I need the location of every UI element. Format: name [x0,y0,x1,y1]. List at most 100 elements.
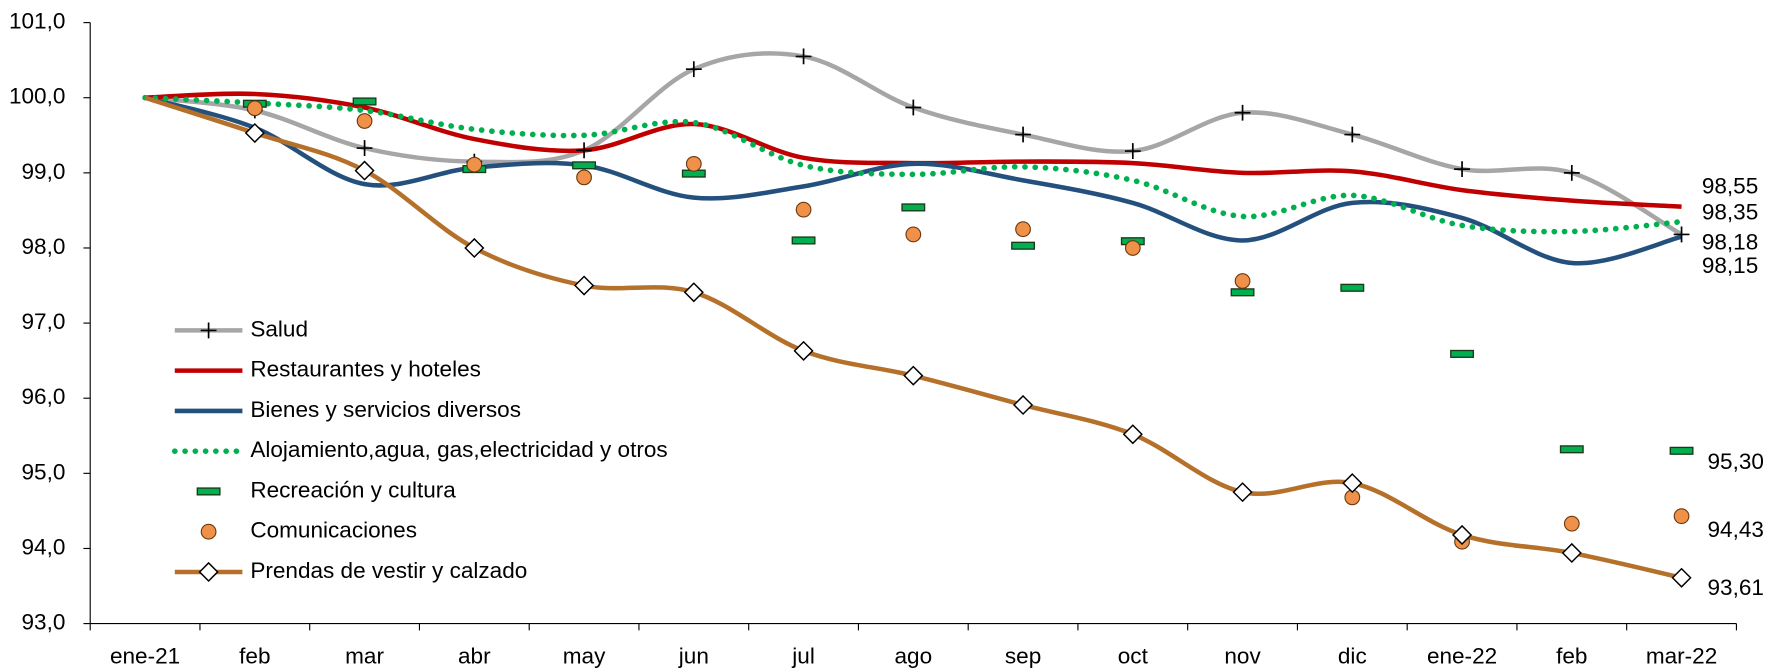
value-label: 95,30 [1707,449,1763,474]
y-tick-label: 99,0 [22,159,66,184]
marker [683,282,704,303]
x-tick-label: jun [678,643,709,668]
marker [901,203,926,212]
marker [905,99,922,116]
legend-item: Prendas de vestir y calzado [174,558,527,583]
legend-label: Alojamiento,agua, gas,electricidad y otr… [250,437,667,462]
value-label: 93,61 [1707,575,1763,600]
marker [685,61,702,78]
marker [1454,161,1470,177]
marker [791,236,816,245]
series-line [144,95,1683,580]
marker [1011,241,1036,250]
marker [1230,288,1255,297]
y-tick-label: 101,0 [9,9,65,34]
y-tick-label: 95,0 [22,459,66,484]
legend-item: Alojamiento,agua, gas,electricidad y otr… [171,437,668,462]
marker [200,322,217,339]
marker [1561,542,1582,564]
value-label: 94,43 [1707,517,1763,542]
legend-label: Comunicaciones [250,518,417,543]
x-tick-label: jul [791,643,815,668]
legend-label: Prendas de vestir y calzado [250,558,527,583]
legend-item: Salud [174,316,308,341]
legend-item: Comunicaciones [200,518,417,543]
marker [576,169,592,186]
value-label: 98,15 [1702,253,1758,278]
legend-item: Bienes y servicios diversos [174,397,521,422]
marker [246,100,263,117]
series-line [144,95,1683,266]
marker [1450,349,1475,358]
marker [466,156,483,173]
y-tick-label: 97,0 [22,309,66,334]
marker [1124,240,1141,256]
marker [356,140,373,156]
marker [464,237,485,259]
y-tick-label: 98,0 [22,234,66,259]
marker [1013,394,1034,416]
marker [572,161,597,170]
marker [903,365,924,386]
marker [1559,445,1584,454]
marker [1563,164,1580,181]
x-tick-label: ene-21 [110,643,180,668]
legend-item: Recreación y cultura [196,477,456,502]
marker [354,160,375,181]
marker [1124,143,1141,159]
marker [244,122,265,144]
marker [793,340,814,361]
x-tick-label: feb [239,643,270,668]
marker [574,275,595,296]
marker [1563,515,1580,532]
x-tick-label: mar-22 [1646,643,1717,668]
y-tick-label: 93,0 [22,610,66,635]
marker [576,142,592,159]
y-tick-label: 100,0 [9,84,65,109]
marker [1452,524,1473,546]
x-tick-label: sep [1005,643,1041,668]
legend-label: Salud [250,316,308,341]
marker [795,201,812,218]
x-tick-label: nov [1224,643,1261,668]
x-tick-label: mar [345,643,384,668]
x-tick-label: feb [1556,643,1587,668]
value-label: 98,18 [1702,229,1758,254]
marker [200,523,217,540]
x-tick-label: oct [1118,643,1149,668]
x-tick-label: may [563,643,606,668]
legend-item: Restaurantes y hoteles [174,357,481,382]
legend-label: Restaurantes y hoteles [250,357,481,382]
x-tick-label: ene-22 [1427,643,1497,668]
legend-label: Bienes y servicios diversos [250,397,521,422]
series-line [142,94,1685,235]
value-label: 98,35 [1702,200,1758,225]
marker [685,155,702,172]
x-tick-label: dic [1338,643,1367,668]
x-tick-label: abr [458,643,491,668]
marker [1669,446,1694,455]
marker [1673,226,1690,243]
x-tick-label: ago [895,643,933,668]
marker [905,226,922,243]
value-label: 98,55 [1702,173,1758,198]
marker [1234,273,1251,289]
marker [1122,424,1143,445]
marker [198,561,219,583]
marker [1232,482,1253,503]
marker [1340,283,1365,292]
marker [1015,221,1031,238]
legend-label: Recreación y cultura [250,477,456,502]
y-tick-label: 94,0 [22,534,66,559]
marker [1671,567,1692,588]
y-tick-label: 96,0 [22,384,66,409]
marker [196,487,221,496]
marker [1673,508,1690,525]
marker [795,48,812,65]
marker [1015,126,1031,143]
marker [1234,104,1251,121]
marker [1342,473,1363,494]
marker [352,97,377,106]
marker [1344,126,1361,143]
